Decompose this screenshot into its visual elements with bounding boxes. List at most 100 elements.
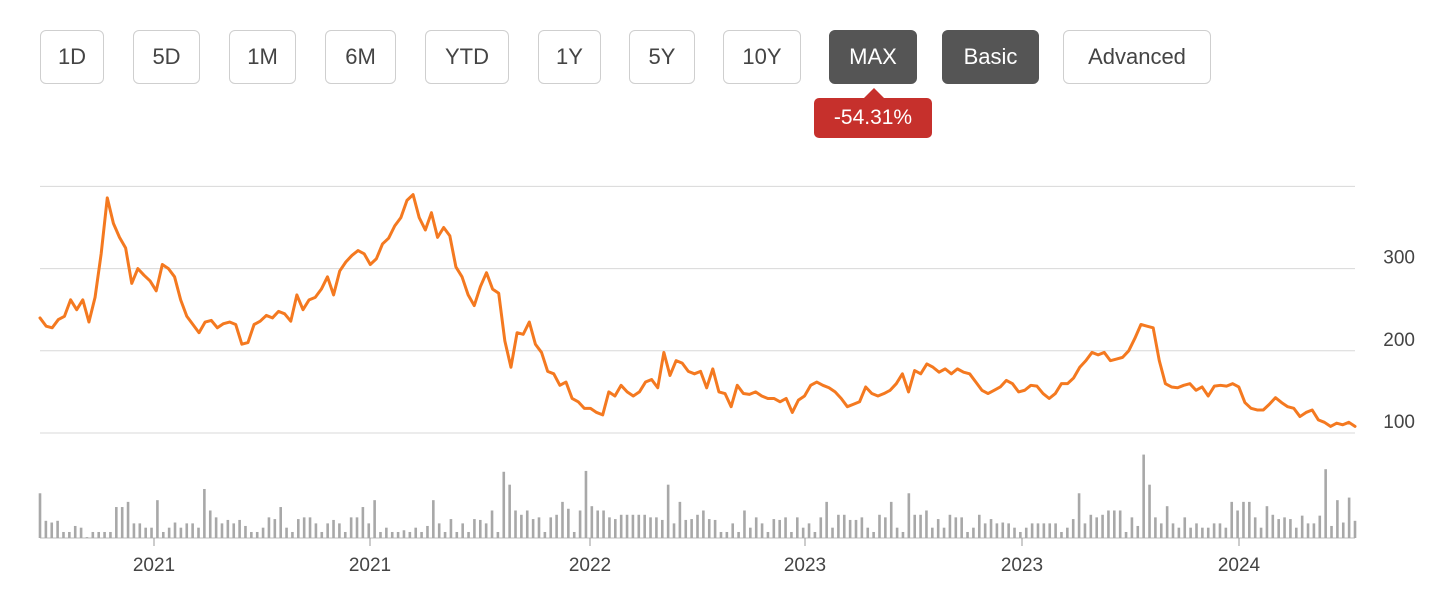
range-button-ytd[interactable]: YTD: [425, 30, 509, 84]
range-button-5y[interactable]: 5Y: [629, 30, 695, 84]
volume-bar: [707, 519, 711, 538]
range-button-max[interactable]: MAX: [829, 30, 917, 84]
volume-bar: [1183, 517, 1187, 538]
volume-bar: [766, 531, 770, 538]
volume-bar: [1195, 523, 1198, 538]
volume-bar: [302, 517, 306, 538]
volume-bar: [660, 519, 664, 538]
range-button-1y[interactable]: 1Y: [538, 30, 601, 84]
volume-bar: [960, 517, 963, 538]
volume-bar: [402, 530, 406, 538]
volume-bar: [1312, 523, 1316, 538]
volume-bar: [226, 519, 230, 538]
volume-bar: [191, 523, 194, 538]
volume-bar: [461, 523, 464, 538]
volume-bar: [842, 514, 846, 538]
volume-bar: [995, 523, 999, 538]
volume-bar: [385, 527, 388, 538]
volume-bar: [1130, 517, 1134, 538]
volume-bar: [637, 514, 641, 538]
volume-bar: [983, 523, 987, 538]
volume-bar: [561, 501, 564, 538]
volume-bar: [115, 507, 118, 538]
volume-bar: [531, 519, 535, 538]
volume-bar: [208, 510, 212, 538]
volume-bar: [1300, 515, 1304, 538]
volume-bar: [696, 514, 699, 538]
volume-bar: [590, 506, 594, 538]
volume-bar: [502, 471, 506, 538]
volume-bar: [291, 531, 294, 538]
volume-bar: [837, 514, 840, 538]
volume-bar: [584, 470, 588, 538]
volume-bar: [390, 531, 394, 538]
volume-bar: [866, 527, 870, 538]
volume-bar: [1165, 506, 1169, 538]
volume-bar: [1189, 527, 1192, 538]
volume-bar: [1265, 506, 1269, 538]
volume-bar: [884, 517, 887, 538]
volume-bar: [1159, 523, 1163, 538]
range-button-1m[interactable]: 1M: [229, 30, 296, 84]
volume-bar: [261, 527, 265, 538]
volume-bar: [1242, 501, 1245, 538]
volume-bar: [1077, 493, 1081, 538]
volume-bar: [1095, 517, 1098, 538]
volume-bar: [343, 531, 347, 538]
volume-bar: [408, 531, 412, 538]
volume-bar: [173, 522, 177, 538]
volume-bar: [38, 493, 42, 538]
volume-bar: [860, 517, 864, 538]
volume-bar: [655, 517, 658, 538]
view-button-basic[interactable]: Basic: [942, 30, 1039, 84]
volume-bar: [895, 527, 899, 538]
volume-bar: [1013, 527, 1016, 538]
volume-bar: [925, 510, 928, 538]
volume-bar: [977, 514, 981, 538]
volume-bar: [954, 517, 958, 538]
volume-bar: [1224, 527, 1228, 538]
volume-bar: [68, 531, 71, 538]
volume-bar: [203, 488, 206, 538]
volume-bar: [1336, 500, 1339, 538]
range-button-1d[interactable]: 1D: [40, 30, 104, 84]
volume-bar: [1071, 519, 1075, 538]
volume-bar: [1294, 527, 1298, 538]
volume-bar: [185, 523, 189, 538]
volume-bar: [813, 531, 817, 538]
volume-bar: [73, 525, 77, 538]
volume-bar: [150, 527, 153, 538]
volume-bar: [1148, 484, 1151, 538]
volume-bar: [1306, 523, 1310, 538]
volume-bar: [948, 514, 952, 538]
y-tick-label: 300: [1383, 248, 1415, 269]
volume-bar: [109, 531, 112, 538]
volume-bar: [232, 523, 236, 538]
volume-bar: [1212, 523, 1216, 538]
range-button-6m[interactable]: 6M: [325, 30, 396, 84]
volume-bar: [426, 525, 429, 538]
volume-bar: [161, 531, 165, 538]
range-button-10y[interactable]: 10Y: [723, 30, 801, 84]
x-tick-label: 2023: [784, 555, 826, 576]
volume-bar: [1353, 520, 1357, 538]
volume-bar: [772, 519, 776, 538]
volume-bar: [1218, 523, 1222, 538]
volume-bar: [966, 531, 969, 538]
volume-bar: [308, 517, 312, 538]
volume-bar: [197, 527, 200, 538]
volume-bar: [537, 517, 541, 538]
volume-bar: [666, 484, 670, 538]
volume-bar: [901, 531, 905, 538]
view-button-advanced[interactable]: Advanced: [1063, 30, 1211, 84]
volume-bar: [719, 531, 723, 538]
volume-bar: [543, 531, 547, 538]
volume-bar: [373, 500, 376, 538]
volume-bar: [1347, 497, 1351, 538]
volume-bar: [643, 514, 646, 538]
volume-bar: [443, 531, 447, 538]
volume-bar: [1118, 510, 1122, 538]
x-tick-label: 2024: [1218, 555, 1261, 576]
volume-bar: [508, 484, 511, 538]
range-button-5d[interactable]: 5D: [133, 30, 200, 84]
